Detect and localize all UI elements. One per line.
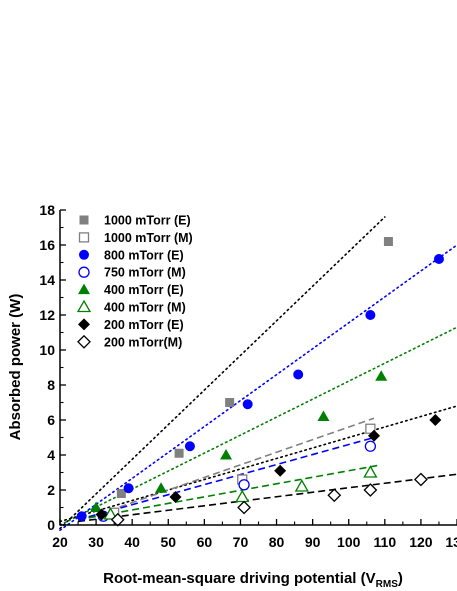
x-tick-label: 120 <box>409 534 433 550</box>
series-7-point <box>429 414 442 426</box>
series-1-point <box>116 489 126 498</box>
y-tick-label: 18 <box>39 202 55 218</box>
legend-label-8: 200 mTorr(M) <box>104 335 182 349</box>
fit-line-2 <box>59 244 457 532</box>
series-5-point <box>375 370 388 381</box>
x-tick-label: 30 <box>88 534 104 550</box>
y-tick-label: 0 <box>47 517 55 533</box>
fit-line-6 <box>77 436 375 521</box>
series-1-point <box>174 448 184 458</box>
series-5-point <box>317 410 330 421</box>
x-tick-label: 80 <box>269 534 285 550</box>
fit-line-1 <box>59 216 386 530</box>
fit-line-4 <box>59 405 457 523</box>
fit-line-5 <box>77 417 375 523</box>
y-tick-label: 10 <box>39 342 55 358</box>
fit-line-8 <box>77 473 457 523</box>
x-axis-title-main: Root-mean-square driving potential (V <box>103 570 376 587</box>
series-1-point <box>225 398 235 407</box>
x-axis-title: Root-mean-square driving potential (VRMS… <box>103 570 403 590</box>
series-3-point <box>293 369 304 380</box>
series-5-point <box>90 501 103 512</box>
fit-line-3 <box>59 326 457 526</box>
series-8-point <box>363 483 378 497</box>
legend-marker-1 <box>79 215 89 225</box>
x-tick-label: 90 <box>305 534 321 550</box>
series-6-point <box>294 479 309 492</box>
x-tick-label: 130 <box>445 534 457 550</box>
legend-label-4: 750 mTorr (M) <box>104 266 186 280</box>
series-3-point <box>433 254 444 264</box>
series-1-point <box>383 237 393 246</box>
fit-line-7 <box>77 464 378 521</box>
x-tick-label: 40 <box>124 534 140 550</box>
series-3-point <box>184 441 195 452</box>
legend-marker-5 <box>78 283 90 295</box>
series-7-point <box>169 491 182 503</box>
legend-marker-4 <box>78 266 90 278</box>
legend-marker-6 <box>76 299 92 313</box>
series-3-point <box>123 483 134 494</box>
series-7-point <box>274 464 287 477</box>
series-3-point <box>76 511 87 522</box>
x-tick-label: 60 <box>197 534 213 550</box>
series-3-point <box>242 399 253 410</box>
series-7-point <box>95 508 108 521</box>
x-axis-title-subscript: RMS <box>376 579 399 590</box>
legend: 1000 mTorr (E) 1000 mTorr (M) 800 mTorr (E… <box>76 214 193 349</box>
series-6-point <box>103 507 118 520</box>
series-8-point <box>327 488 342 503</box>
legend-marker-2 <box>78 232 90 243</box>
legend-label-7: 200 mTorr (E) <box>104 318 184 332</box>
legend-marker-3 <box>79 249 89 260</box>
x-tick-label: 70 <box>233 534 249 550</box>
series-8-point <box>413 472 428 487</box>
series-4-point <box>364 440 377 452</box>
legend-marker-8 <box>77 334 91 349</box>
series-8-point <box>237 500 251 515</box>
legend-label-6: 400 mTorr (M) <box>104 301 186 315</box>
legend-label-3: 800 mTorr (E) <box>104 248 184 262</box>
x-tick-label: 20 <box>52 534 68 550</box>
y-tick-label: 16 <box>39 237 55 253</box>
y-tick-label: 14 <box>39 272 55 288</box>
y-tick-label: 12 <box>39 307 55 323</box>
ticks: 20 30 40 50 60 70 80 90 100 110 120 130 0 2 4 6 8 10 12 14 1… <box>39 202 457 550</box>
y-axis-title: Absorbed power (W) <box>7 294 24 441</box>
series-6-point <box>363 465 378 478</box>
data-points <box>76 237 444 527</box>
series-2-point <box>365 423 376 434</box>
series-3-point <box>365 310 376 320</box>
y-tick-label: 2 <box>47 482 55 498</box>
series-5-point <box>220 449 233 460</box>
series-7-point <box>367 429 380 442</box>
series-6-point <box>235 489 250 503</box>
legend-label-5: 400 mTorr (E) <box>104 283 184 297</box>
y-tick-label: 6 <box>47 412 55 428</box>
legend-label-1: 1000 mTorr (E) <box>104 214 191 228</box>
fit-lines <box>59 216 457 532</box>
series-4-point <box>238 479 250 491</box>
x-axis-title-end: ) <box>398 570 403 587</box>
legend-marker-7 <box>78 318 90 331</box>
x-tick-label: 50 <box>160 534 176 550</box>
y-tick-label: 4 <box>47 447 55 463</box>
x-tick-label: 110 <box>374 534 397 550</box>
series-5-point <box>155 482 168 493</box>
y-tick-label: 8 <box>47 377 55 393</box>
legend-label-2: 1000 mTorr (M) <box>104 231 193 245</box>
x-tick-label: 100 <box>337 534 361 550</box>
